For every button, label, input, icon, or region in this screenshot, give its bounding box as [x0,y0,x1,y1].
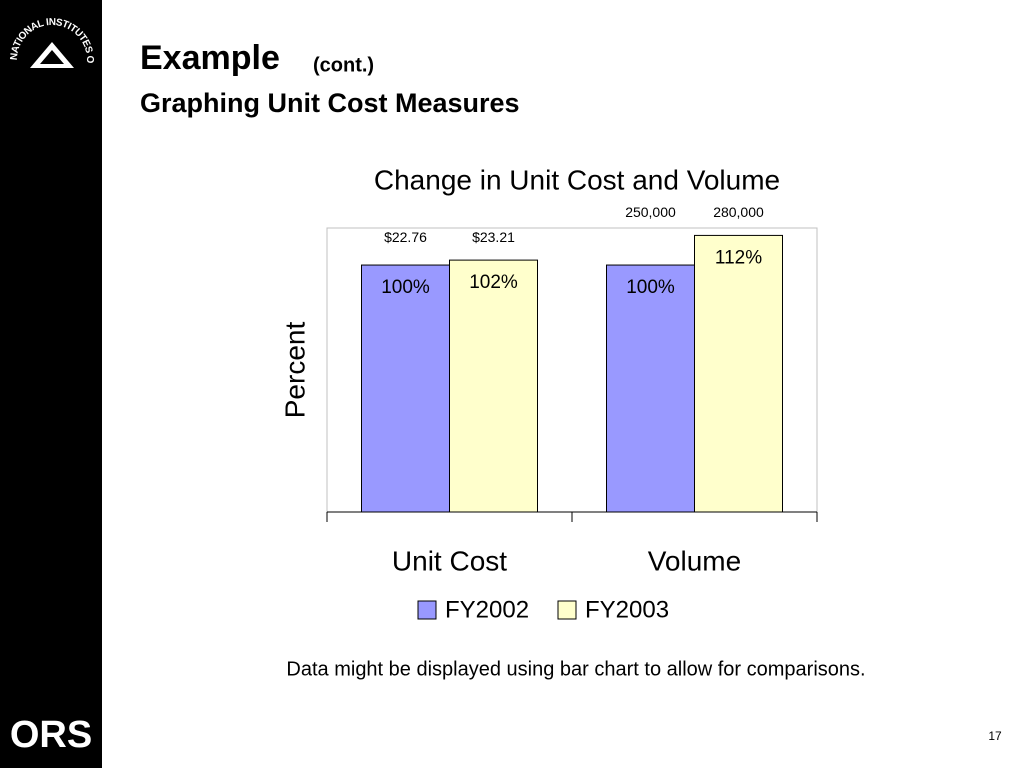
value-label: 100% [381,277,430,298]
annotation: $22.76 [384,229,427,245]
annotation: 250,000 [625,204,676,220]
bar [606,264,695,513]
brand: ORS [10,714,92,756]
slide-title: Example [140,39,280,77]
value-label: 100% [626,277,675,298]
legend-swatch [417,600,437,620]
bar [361,264,450,513]
legend-label: FY2002 [445,596,529,623]
annotation: 280,000 [713,204,764,220]
logo-emblem [30,42,74,68]
page-number: 17 [988,729,1002,743]
value-label: 112% [715,247,762,268]
bar [694,234,783,513]
slide-subtitle: Graphing Unit Cost Measures [140,88,520,118]
annotation: $23.21 [472,229,515,245]
value-label: 102% [469,272,518,293]
x-tick-label: Unit Cost [392,545,507,576]
sidebar [0,0,102,768]
legend-label: FY2003 [585,596,669,623]
slide-title-note: (cont.) [313,54,374,76]
x-tick-label: Volume [648,545,741,576]
bar [449,259,538,513]
caption: Data might be displayed using bar chart … [286,658,865,680]
y-axis-label: Percent [279,322,310,419]
legend-swatch [557,600,577,620]
chart-title: Change in Unit Cost and Volume [374,164,780,195]
